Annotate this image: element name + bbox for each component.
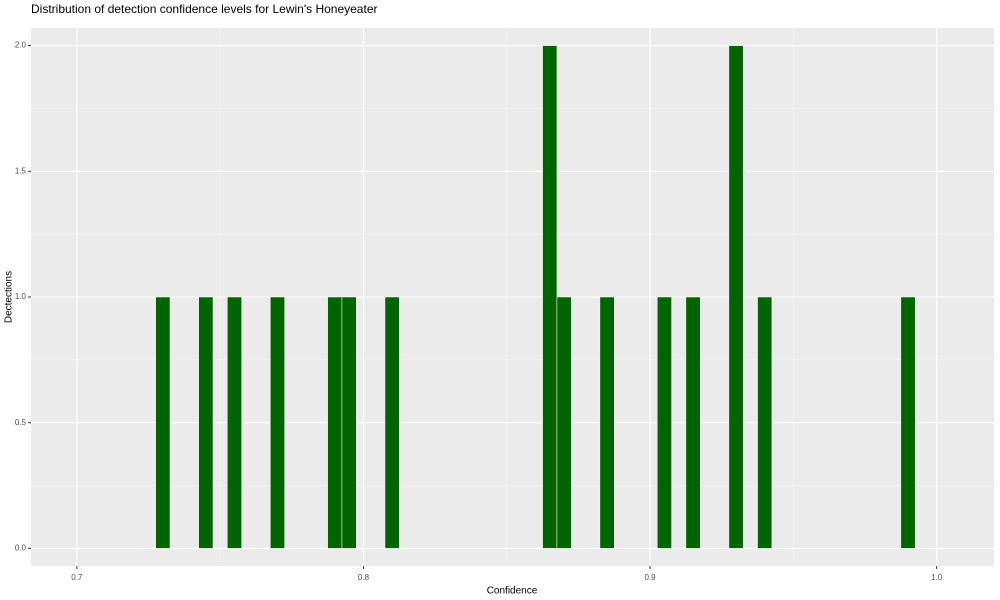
bar bbox=[757, 296, 773, 549]
y-tick-label: 1.0 bbox=[15, 292, 27, 301]
bar bbox=[656, 296, 672, 549]
bar bbox=[728, 45, 744, 549]
bar bbox=[341, 296, 357, 549]
bar bbox=[556, 296, 572, 549]
bar bbox=[198, 296, 214, 549]
y-tick-label: 1.5 bbox=[15, 166, 27, 175]
x-tick-label: 0.8 bbox=[358, 573, 370, 582]
chart-title: Distribution of detection confidence lev… bbox=[31, 2, 377, 16]
x-tick-label: 0.7 bbox=[71, 573, 83, 582]
bar bbox=[599, 296, 615, 549]
bar bbox=[227, 296, 242, 549]
x-axis-label: Confidence bbox=[487, 586, 538, 597]
bar bbox=[900, 296, 916, 549]
y-tick-label: 0.0 bbox=[15, 544, 27, 553]
x-tick-label: 1.0 bbox=[931, 573, 943, 582]
bar bbox=[155, 296, 171, 549]
bar bbox=[685, 296, 701, 549]
y-tick-label: 2.0 bbox=[15, 41, 27, 50]
bar bbox=[384, 296, 400, 549]
y-axis-label: Dectections bbox=[4, 271, 15, 323]
bar bbox=[327, 296, 343, 549]
y-tick-label: 0.5 bbox=[15, 418, 27, 427]
x-tick-label: 0.9 bbox=[645, 573, 657, 582]
bar bbox=[270, 296, 285, 549]
bar bbox=[542, 45, 558, 549]
